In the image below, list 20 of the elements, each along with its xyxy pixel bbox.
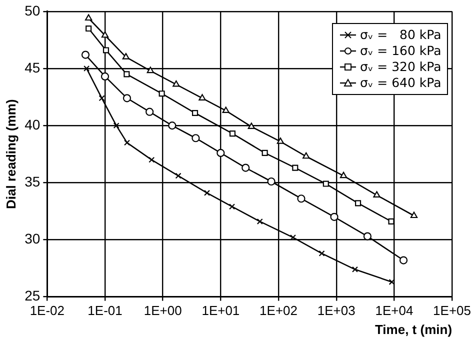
x-tick-label: 1E-01 (88, 303, 122, 318)
x-axis-title: Time, t (min) (374, 322, 452, 337)
y-tick-label: 45 (24, 59, 40, 76)
x-tick-label: 1E+03 (317, 303, 356, 318)
x-tick-label: 1E+04 (375, 303, 414, 318)
legend-label: σᵥ = 160 kPa (360, 43, 442, 60)
y-tick-label: 30 (24, 230, 40, 247)
x-tick-label: 1E+00 (144, 303, 182, 318)
x-tick-label: 1E-02 (30, 303, 65, 318)
x-tick-label: 1E+01 (202, 303, 240, 318)
y-axis-title: Dial reading (mm) (3, 99, 18, 209)
y-tick-label: 40 (24, 116, 40, 132)
legend-label: σᵥ = 640 kPa (360, 75, 442, 92)
legend-label: σᵥ = 320 kPa (360, 59, 442, 76)
x-tick-label: 1E+02 (260, 303, 298, 318)
x-tick-label: 1E+05 (433, 303, 471, 318)
y-tick-label: 50 (24, 2, 40, 18)
y-tick-label: 35 (24, 174, 40, 190)
y-tick-label: 25 (24, 288, 40, 304)
legend-label: σᵥ = 80 kPa (360, 27, 442, 44)
